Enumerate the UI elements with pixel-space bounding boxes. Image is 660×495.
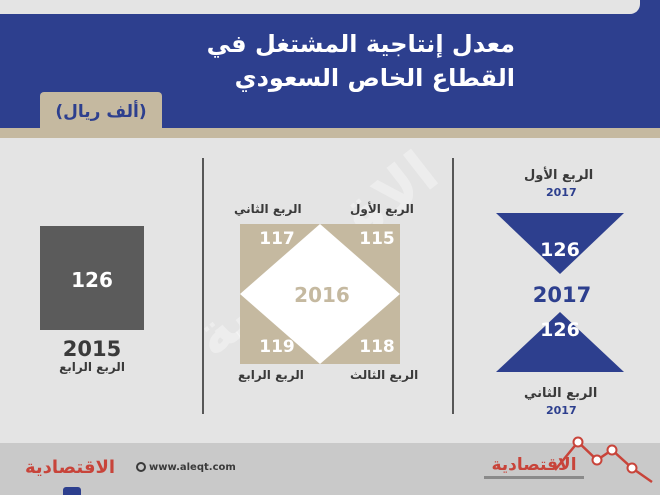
value-2016-q2: 117 <box>259 229 295 249</box>
value-2015-q4: 126 <box>71 268 113 292</box>
divider-left <box>202 158 204 414</box>
footer-logo-left-text: الاقتصادية <box>24 457 116 478</box>
unit-band <box>0 128 660 138</box>
label-2016-q4: الربع الرابع <box>238 368 304 382</box>
header-top-strip <box>0 0 640 14</box>
label-2016-q1: الربع الأول <box>350 202 414 216</box>
footer-logo-underline <box>484 476 584 479</box>
value-2016-q3: 118 <box>359 337 395 357</box>
bar-2015-q4 <box>40 226 144 330</box>
footer-logo-right-text: الاقتصادية <box>491 455 577 475</box>
center-label-2017: 2017 <box>533 283 591 307</box>
logo-mark-icon <box>63 487 81 495</box>
year-2015: 2015 <box>62 337 122 361</box>
footer-logo-right: الاقتصادية <box>484 452 584 482</box>
center-label-2016: 2016 <box>294 283 350 307</box>
value-2017-q1: 126 <box>540 239 580 261</box>
footer-logo-left[interactable]: الاقتصادية <box>14 454 126 495</box>
triangle-2017-q2 <box>496 312 624 372</box>
label-2016-q2: الربع الثاني <box>234 202 302 216</box>
unit-label: (ألف ريال) <box>40 92 162 132</box>
label-2016-q3: الربع الثالث <box>350 368 419 382</box>
globe-icon <box>136 462 146 472</box>
label-2017-q2: الربع الثاني <box>524 386 598 401</box>
chart-title-line-2: القطاع الخاص السعودي <box>234 64 515 92</box>
value-2017-q2: 126 <box>540 319 580 341</box>
year-2017-q2: 2017 <box>546 404 577 417</box>
value-2016-q1: 115 <box>359 229 395 249</box>
year-2017-q1: 2017 <box>546 186 577 199</box>
chart-title-line-1: معدل إنتاجية المشتغل في <box>206 30 515 58</box>
website-link[interactable]: www.aleqt.com <box>136 462 236 473</box>
triangle-2017-q1 <box>496 213 624 274</box>
divider-right <box>452 158 454 414</box>
quarter-label-2015: الربع الرابع <box>59 360 125 374</box>
footer-bar <box>0 443 660 495</box>
value-2016-q4: 119 <box>259 337 295 357</box>
diamond-2016 <box>240 224 400 364</box>
label-2017-q1: الربع الأول <box>524 168 594 183</box>
website-text: www.aleqt.com <box>149 462 236 473</box>
